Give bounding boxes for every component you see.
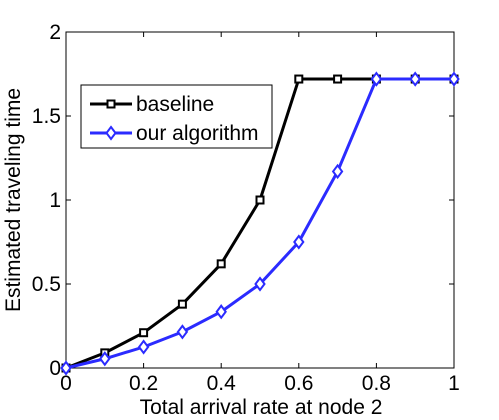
legend-marker bbox=[105, 125, 117, 141]
y-tick-label: 1.5 bbox=[32, 105, 61, 128]
x-axis-title: Total arrival rate at node 2 bbox=[140, 396, 383, 419]
data-point bbox=[293, 234, 305, 250]
x-tick-label: 0.2 bbox=[129, 372, 158, 395]
data-point bbox=[254, 276, 266, 292]
data-point bbox=[215, 304, 227, 320]
data-point bbox=[255, 195, 265, 205]
data-point bbox=[448, 71, 460, 87]
x-tick-label: 1 bbox=[448, 372, 460, 395]
series-1 bbox=[60, 71, 460, 376]
data-point bbox=[370, 71, 383, 87]
data-point bbox=[216, 259, 226, 269]
data-point bbox=[60, 360, 72, 376]
y-tick-label: 0 bbox=[49, 357, 61, 380]
data-point bbox=[294, 74, 304, 84]
data-point bbox=[177, 299, 187, 309]
data-point bbox=[139, 328, 149, 338]
x-tick-label: 0.6 bbox=[284, 372, 313, 395]
axis-ticks: 0 0.2 0.4 0.6 0.8 1 0 0.5 1 1.5 2 bbox=[32, 21, 460, 395]
legend-box bbox=[80, 84, 273, 149]
data-point bbox=[331, 163, 344, 180]
legend: baseline our algorithm bbox=[80, 84, 273, 149]
x-tick-label: 0.4 bbox=[207, 372, 237, 395]
y-axis-title: Estimated traveling time bbox=[2, 88, 25, 312]
x-tick-label: 0 bbox=[60, 372, 72, 395]
data-point bbox=[137, 339, 150, 355]
series-lines bbox=[60, 71, 460, 376]
data-point bbox=[99, 351, 111, 367]
legend-marker bbox=[106, 99, 116, 109]
y-tick-label: 2 bbox=[49, 21, 61, 44]
data-point bbox=[409, 71, 421, 87]
data-point bbox=[176, 324, 189, 340]
x-tick-label: 0.8 bbox=[362, 372, 391, 395]
legend-label: our algorithm bbox=[136, 122, 259, 145]
y-tick-label: 0.5 bbox=[32, 273, 61, 296]
legend-label: baseline bbox=[136, 93, 214, 116]
y-tick-label: 1 bbox=[49, 189, 61, 212]
data-point bbox=[333, 74, 343, 84]
